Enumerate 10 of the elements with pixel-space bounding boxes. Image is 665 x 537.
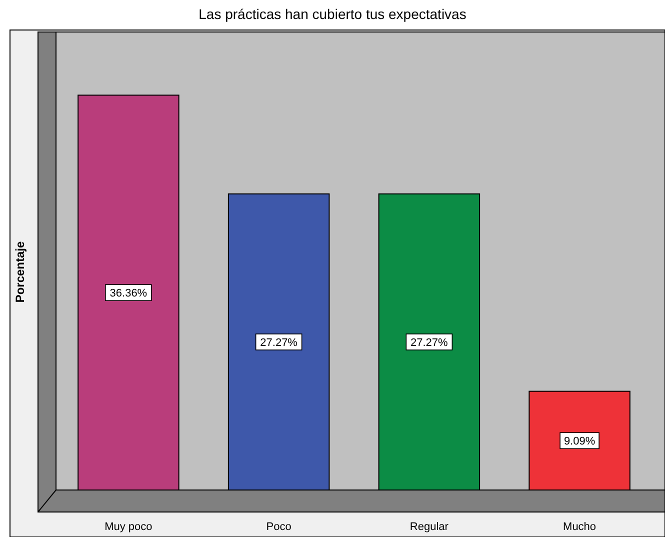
y-axis-title: Porcentaje	[13, 240, 27, 303]
data-label: 27.27%	[260, 336, 298, 349]
data-label: 9.09%	[564, 436, 596, 448]
x-tick-label: Muy poco	[104, 521, 152, 533]
x-tick-label: Poco	[266, 521, 292, 533]
chart-title: Las prácticas han cubierto tus expectativas	[198, 6, 466, 22]
x-tick-label: Mucho	[563, 521, 596, 533]
data-label: 36.36%	[110, 288, 148, 300]
data-label: 27.27%	[410, 336, 448, 349]
x-tick-label: Regular	[410, 521, 449, 533]
